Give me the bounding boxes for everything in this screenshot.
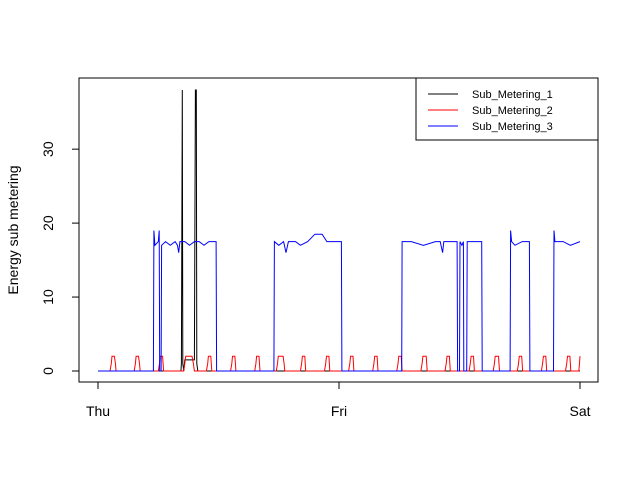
legend-label-3: Sub_Metering_3 bbox=[472, 121, 553, 133]
y-axis-title: Energy sub metering bbox=[5, 165, 21, 294]
series-line-1 bbox=[98, 89, 580, 372]
y-tick-label: 10 bbox=[40, 289, 56, 305]
x-tick-label: Thu bbox=[86, 403, 110, 419]
y-axis: 0 10 20 30 bbox=[40, 141, 80, 375]
series-line-3 bbox=[98, 230, 581, 372]
series-layer bbox=[98, 89, 581, 372]
legend: Sub_Metering_1 Sub_Metering_2 Sub_Metering… bbox=[415, 77, 599, 141]
y-tick-label: 30 bbox=[40, 141, 56, 157]
y-tick-label: 0 bbox=[40, 367, 56, 375]
y-tick-label: 20 bbox=[40, 215, 56, 231]
legend-box bbox=[415, 77, 599, 141]
series-line-2 bbox=[98, 355, 581, 372]
x-axis: Thu Fri Sat bbox=[86, 381, 591, 419]
x-tick-label: Fri bbox=[331, 403, 347, 419]
legend-label-2: Sub_Metering_2 bbox=[472, 105, 553, 117]
x-tick-label: Sat bbox=[569, 403, 590, 419]
legend-label-1: Sub_Metering_1 bbox=[472, 89, 553, 101]
